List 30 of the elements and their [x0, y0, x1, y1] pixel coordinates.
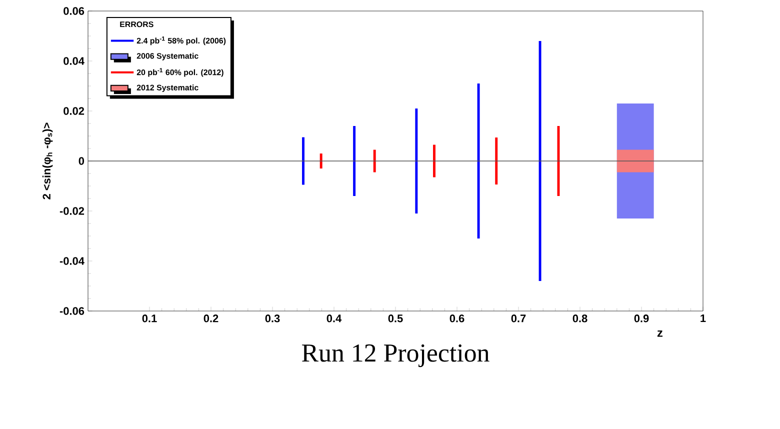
- y-tick-label: 0.06: [64, 7, 84, 15]
- text: Run 12 Projection: [302, 344, 490, 368]
- x-tick-label: 0.6: [450, 314, 464, 322]
- bar: [495, 138, 498, 184]
- bar: [320, 154, 322, 169]
- y-tick-label: 0.04: [64, 57, 84, 65]
- y-tick-label: -0.02: [60, 207, 84, 215]
- bar: [616, 150, 654, 172]
- bar: [302, 137, 304, 185]
- y-tick-label: -0.06: [60, 307, 84, 315]
- y-axis-title: 2 <sin(φ$_{h}$ -φ$_{s}$)>: [42, 122, 53, 200]
- x-tick-label: 1: [700, 314, 706, 322]
- x-axis-title: z: [657, 330, 663, 337]
- bar: [415, 108, 418, 214]
- x-tick-label: 0.1: [142, 314, 157, 322]
- y-tick-label: -0.04: [60, 257, 84, 265]
- x-tick-label: 0.5: [388, 314, 403, 322]
- x-tick-label: 0.4: [326, 314, 342, 322]
- y-tick-label: 0.02: [64, 107, 84, 115]
- bar: [538, 41, 542, 281]
- bar: [477, 84, 480, 238]
- x-tick-label: 0.7: [511, 314, 526, 322]
- bar: [433, 144, 436, 178]
- x-tick-label: 0.9: [634, 314, 649, 322]
- y-tick-label: 0: [78, 157, 84, 165]
- x-tick-label: 0.8: [572, 314, 588, 322]
- bar: [353, 126, 356, 196]
- x-tick-label: 0.3: [265, 314, 280, 322]
- bar: [373, 150, 376, 172]
- x-tick-label: 0.2: [204, 314, 218, 322]
